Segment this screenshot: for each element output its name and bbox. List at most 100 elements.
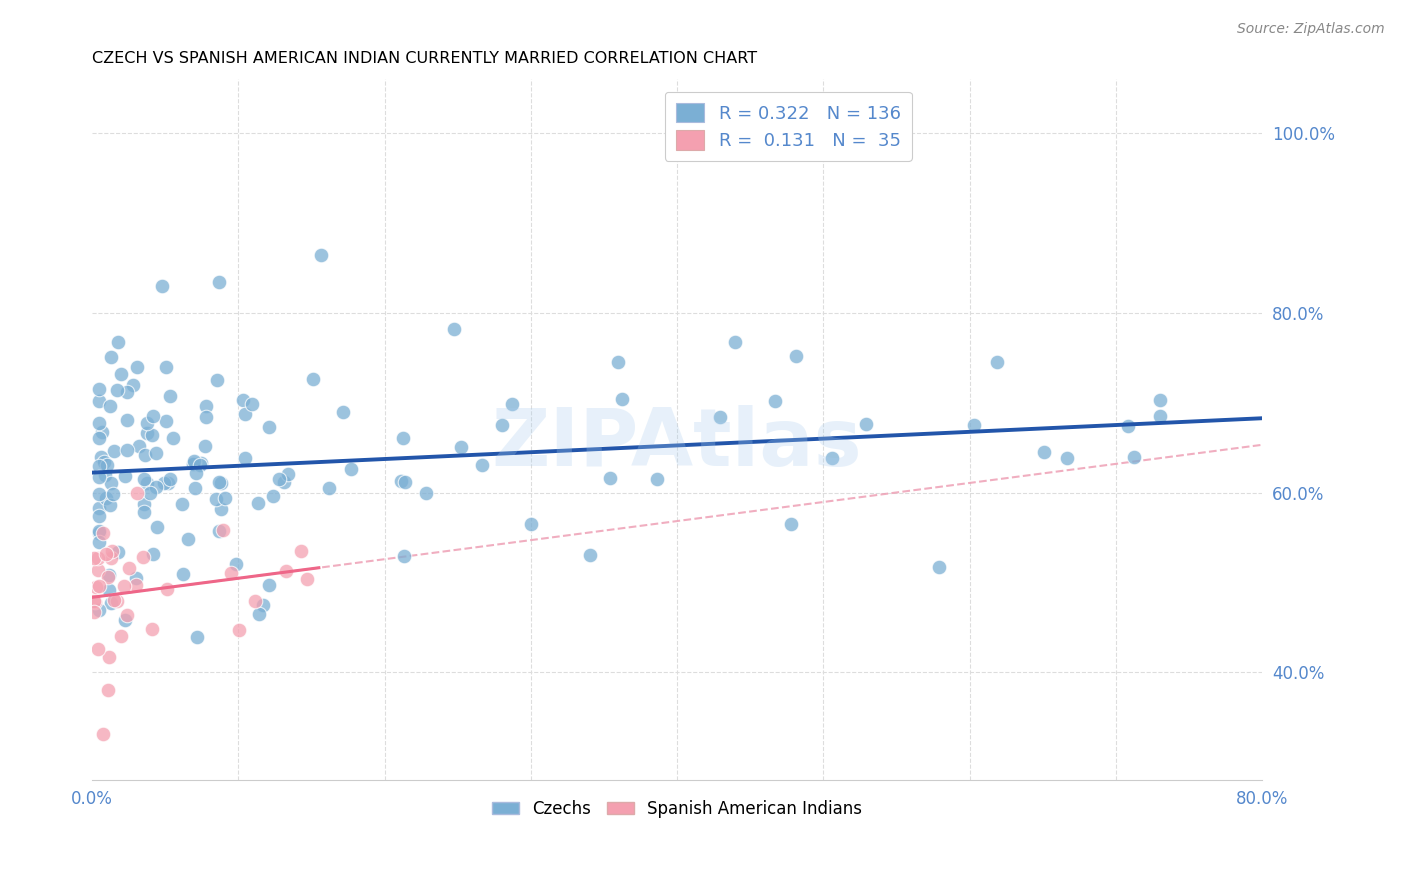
- Point: [97, 683, 120, 698]
- Point: [1116, 419, 1139, 434]
- Text: Source: ZipAtlas.com: Source: ZipAtlas.com: [1237, 22, 1385, 37]
- Point: [136, 476, 159, 491]
- Point: [96, 458, 118, 472]
- Point: [114, 468, 136, 483]
- Point: [257, 420, 280, 434]
- Point: [112, 579, 135, 593]
- Point: [470, 458, 492, 473]
- Point: [172, 496, 194, 510]
- Point: [232, 393, 254, 408]
- Point: [89, 525, 111, 540]
- Point: [159, 389, 181, 403]
- Point: [97, 649, 120, 664]
- Point: [240, 397, 263, 411]
- Point: [89, 500, 111, 515]
- Point: [520, 516, 543, 531]
- Point: [89, 603, 111, 617]
- Point: [415, 486, 437, 500]
- Point: [107, 594, 129, 608]
- Point: [855, 417, 877, 431]
- Point: [162, 431, 184, 445]
- Point: [100, 350, 122, 364]
- Point: [89, 487, 111, 501]
- Point: [127, 485, 149, 500]
- Point: [146, 520, 169, 534]
- Point: [83, 595, 105, 609]
- Point: [87, 550, 110, 565]
- Point: [208, 524, 231, 539]
- Point: [277, 467, 299, 482]
- Point: [252, 598, 274, 612]
- Point: [142, 409, 165, 424]
- Point: [1056, 450, 1078, 465]
- Point: [89, 470, 111, 484]
- Point: [233, 450, 256, 465]
- Point: [93, 455, 115, 469]
- Point: [986, 355, 1008, 369]
- Point: [207, 475, 229, 490]
- Point: [100, 550, 122, 565]
- Point: [599, 471, 621, 485]
- Point: [142, 547, 165, 561]
- Point: [97, 582, 120, 597]
- Point: [124, 578, 146, 592]
- Point: [962, 417, 984, 432]
- Point: [443, 321, 465, 335]
- Point: [103, 593, 125, 607]
- Point: [141, 428, 163, 442]
- Point: [194, 399, 217, 413]
- Point: [87, 642, 110, 657]
- Point: [501, 397, 523, 411]
- Point: [274, 564, 297, 578]
- Point: [820, 451, 842, 466]
- Point: [290, 544, 312, 558]
- Point: [135, 416, 157, 430]
- Point: [779, 517, 801, 532]
- Point: [190, 456, 212, 470]
- Point: [183, 456, 205, 470]
- Point: [1033, 445, 1056, 459]
- Point: [785, 349, 807, 363]
- Point: [155, 360, 177, 375]
- Point: [89, 459, 111, 474]
- Point: [89, 508, 111, 523]
- Point: [89, 535, 111, 549]
- Text: CZECH VS SPANISH AMERICAN INDIAN CURRENTLY MARRIED CORRELATION CHART: CZECH VS SPANISH AMERICAN INDIAN CURRENT…: [93, 51, 758, 66]
- Point: [153, 476, 176, 491]
- Point: [578, 548, 600, 562]
- Point: [172, 567, 194, 582]
- Point: [150, 279, 173, 293]
- Point: [243, 594, 266, 608]
- Point: [194, 439, 217, 453]
- Point: [394, 475, 416, 490]
- Point: [267, 472, 290, 486]
- Point: [209, 502, 232, 516]
- Point: [262, 489, 284, 503]
- Point: [709, 410, 731, 425]
- Legend: Czechs, Spanish American Indians: Czechs, Spanish American Indians: [485, 793, 869, 824]
- Point: [183, 454, 205, 468]
- Point: [1122, 450, 1144, 465]
- Point: [247, 607, 270, 621]
- Point: [132, 505, 155, 519]
- Point: [98, 499, 121, 513]
- Point: [139, 485, 162, 500]
- Point: [928, 559, 950, 574]
- Point: [132, 497, 155, 511]
- Point: [89, 394, 111, 409]
- Point: [91, 526, 114, 541]
- Point: [186, 630, 208, 644]
- Point: [195, 409, 218, 424]
- Point: [491, 417, 513, 432]
- Point: [96, 548, 118, 562]
- Point: [211, 523, 233, 537]
- Point: [134, 449, 156, 463]
- Point: [332, 405, 354, 419]
- Point: [214, 491, 236, 505]
- Point: [97, 567, 120, 582]
- Point: [259, 578, 281, 592]
- Point: [205, 491, 228, 506]
- Point: [228, 623, 250, 637]
- Point: [295, 572, 318, 586]
- Text: ZIPAtlas: ZIPAtlas: [492, 405, 862, 483]
